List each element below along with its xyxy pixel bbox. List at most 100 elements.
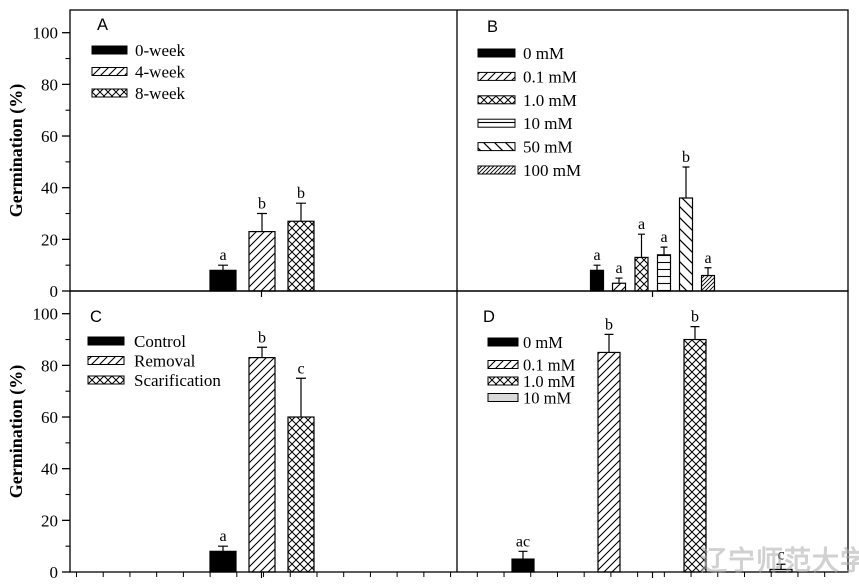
panel-A: A 0-week 4-week 8-week a b b [91, 16, 315, 292]
sig-letter: a [638, 216, 645, 233]
legend-swatch-solid-gray [487, 393, 519, 402]
error-bar [296, 377, 306, 418]
legend-label: 4-week [135, 63, 186, 82]
error-bar [776, 563, 786, 570]
bar-A-1 [248, 230, 276, 292]
bar-D-0 [511, 558, 535, 573]
legend-label: 0 mM [523, 333, 563, 352]
legend-label: Removal [134, 352, 196, 371]
legend-label: Control [134, 332, 186, 351]
sig-letter: a [660, 229, 667, 246]
legend-label: 0.1 mM [523, 67, 577, 86]
panel-borders [69, 9, 849, 573]
legend-label: 0 mM [523, 44, 564, 63]
legend-swatch-crosshatch [487, 376, 519, 386]
legend-label: 0-week [135, 41, 186, 60]
error-bar [638, 233, 645, 258]
legend-label: 8-week [135, 84, 186, 103]
y-tick-label: 100 [33, 24, 59, 43]
legend-label: 1.0 mM [523, 372, 576, 391]
error-bar [615, 277, 623, 284]
y-tick-label: 60 [41, 408, 58, 427]
y-tick-label: 0 [50, 282, 59, 301]
legend-label: 1.0 mM [523, 91, 577, 110]
error-bar [682, 166, 690, 199]
sig-letter: a [219, 247, 226, 264]
bar-D-2 [683, 338, 707, 573]
legend-swatch-crosshatch [477, 95, 516, 105]
legend-swatch-back-diagonal-hatch [477, 142, 516, 152]
bar-B-4 [678, 197, 694, 292]
sig-letter: b [258, 196, 266, 213]
error-bar [218, 264, 228, 271]
y-tick-label: 0 [50, 563, 59, 582]
legend-swatch-crosshatch [87, 375, 125, 385]
bar-C-1 [248, 357, 276, 573]
error-bar [296, 202, 306, 222]
legend-label: Scarification [134, 371, 221, 390]
error-bar [257, 212, 267, 232]
sig-letter: a [593, 247, 600, 264]
sig-letter: b [682, 149, 690, 166]
sig-letter: a [704, 250, 711, 267]
legend-swatch-solid-black [477, 48, 516, 58]
y-tick-label: 40 [41, 460, 58, 479]
panel-border [69, 9, 849, 292]
error-bar [257, 346, 267, 358]
legend-swatch-solid-black [91, 45, 128, 55]
error-bar [604, 333, 614, 353]
panel-label: C [90, 308, 102, 326]
legend-label: 50 mM [523, 138, 573, 157]
legend-label: 10 mM [523, 389, 571, 408]
legend-label: 10 mM [523, 114, 573, 133]
bar-C-0 [209, 550, 237, 573]
y-tick-label: 20 [41, 230, 58, 249]
bar-B-3 [656, 254, 672, 292]
sig-letter: a [615, 260, 622, 277]
legend-swatch-diagonal-hatch [487, 360, 519, 369]
panel-border [69, 290, 849, 573]
error-bar [704, 267, 712, 276]
y-tick-label: 20 [41, 511, 58, 530]
panel-label: D [483, 308, 495, 326]
error-bar [660, 246, 668, 255]
legend-swatch-diagonal-hatch [87, 356, 125, 365]
bar-B-2 [634, 256, 649, 292]
sig-letter: b [258, 329, 266, 346]
legend-swatch-solid-black [87, 336, 125, 346]
y-tick-label: 80 [41, 75, 58, 94]
y-axis-title: Germination (%) [6, 365, 27, 498]
legend-swatch-diagonal-hatch [91, 67, 128, 76]
legend-swatch-diagonal-hatch [477, 71, 516, 81]
panel-label: A [97, 16, 108, 34]
legend-label: 100 mM [523, 161, 581, 180]
bar-D-1 [597, 351, 621, 573]
panel-label: B [487, 18, 498, 36]
legend-swatch-solid-black [487, 337, 519, 347]
sig-letter: c [777, 546, 784, 563]
sig-letter: ac [516, 533, 530, 550]
bar-A-2 [287, 220, 315, 292]
legend-swatch-horizontal-lines [477, 118, 516, 128]
y-tick-label: 60 [41, 127, 58, 146]
sig-letter: b [691, 309, 699, 326]
bar-B-0 [589, 269, 605, 292]
bar-B-1 [611, 282, 627, 292]
error-bar [690, 326, 700, 340]
error-bar [593, 264, 601, 271]
legend-label: 0.1 mM [523, 356, 576, 375]
error-bar [518, 550, 528, 560]
y-axis-title: Germination (%) [6, 84, 27, 217]
axes: 0 20 40 60 80 100 Germination (%) 0 20 40 60 80 100 G… [6, 24, 826, 582]
sig-letter: c [297, 360, 304, 377]
y-tick-label: 80 [41, 356, 58, 375]
sig-letter: b [297, 185, 305, 202]
legend-swatch-crosshatch [91, 88, 128, 98]
sig-letter: b [605, 316, 613, 333]
y-tick-label: 40 [41, 179, 58, 198]
error-bar [218, 545, 228, 552]
sig-letter: a [219, 528, 226, 545]
